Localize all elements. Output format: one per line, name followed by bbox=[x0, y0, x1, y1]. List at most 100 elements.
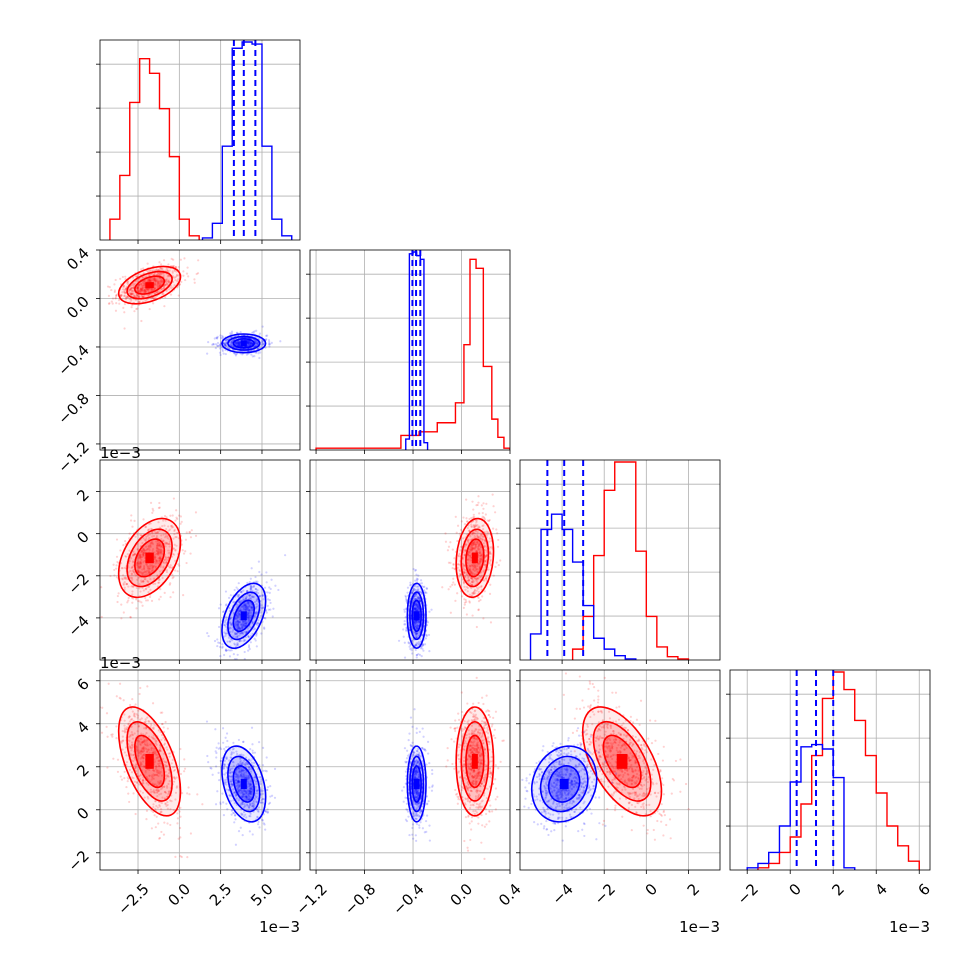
sample-point bbox=[216, 344, 220, 348]
sample-point bbox=[248, 343, 251, 347]
sample-point bbox=[247, 341, 251, 344]
sample-point bbox=[456, 524, 460, 527]
sample-point bbox=[154, 282, 157, 285]
sample-point bbox=[141, 542, 144, 545]
sample-point bbox=[149, 501, 153, 504]
sample-point bbox=[212, 661, 214, 663]
sample-point bbox=[158, 556, 161, 560]
sample-point bbox=[133, 715, 137, 718]
sample-point bbox=[147, 567, 150, 570]
sample-point bbox=[451, 583, 454, 586]
sample-point bbox=[410, 592, 413, 595]
sample-point bbox=[471, 577, 474, 580]
sample-point bbox=[160, 738, 163, 741]
sample-point bbox=[222, 341, 225, 345]
sample-point bbox=[255, 598, 258, 601]
sample-point bbox=[125, 785, 128, 789]
sample-point bbox=[236, 789, 240, 792]
sample-point bbox=[145, 563, 148, 566]
sample-point bbox=[135, 749, 139, 753]
sample-point bbox=[123, 303, 127, 306]
sample-point bbox=[261, 325, 264, 328]
sample-point bbox=[222, 814, 226, 817]
sample-point bbox=[241, 775, 244, 778]
sample-point bbox=[239, 590, 242, 593]
sample-point bbox=[123, 580, 126, 584]
sample-point bbox=[236, 620, 239, 623]
sample-point bbox=[179, 806, 182, 809]
sample-point bbox=[171, 286, 175, 289]
sample-point bbox=[164, 557, 168, 560]
sample-point bbox=[428, 649, 431, 653]
sample-point bbox=[265, 334, 268, 337]
sample-point bbox=[155, 743, 158, 746]
sample-point bbox=[473, 588, 476, 591]
sample-point bbox=[240, 609, 243, 612]
sample-point bbox=[472, 592, 475, 595]
sample-point bbox=[415, 625, 418, 628]
sample-point bbox=[449, 541, 452, 544]
sample-point bbox=[115, 576, 119, 579]
sample-point bbox=[248, 609, 251, 612]
sample-point bbox=[415, 603, 418, 606]
sample-point bbox=[153, 773, 157, 777]
sample-point bbox=[241, 626, 244, 630]
sample-point bbox=[153, 769, 156, 773]
sample-point bbox=[156, 546, 159, 549]
sample-point bbox=[466, 558, 469, 562]
sample-point bbox=[470, 544, 474, 547]
sample-point bbox=[405, 629, 408, 632]
sample-point bbox=[244, 604, 248, 608]
sample-point bbox=[425, 587, 429, 590]
sample-point bbox=[155, 531, 158, 534]
sample-point bbox=[477, 608, 480, 611]
sample-point bbox=[238, 600, 241, 603]
sample-point bbox=[168, 545, 171, 548]
sample-point bbox=[147, 585, 150, 589]
sample-point bbox=[177, 837, 180, 840]
sample-point bbox=[463, 571, 466, 574]
sample-point bbox=[461, 563, 465, 566]
sample-point bbox=[230, 780, 233, 783]
sample-point bbox=[138, 295, 141, 298]
sample-point bbox=[129, 287, 133, 291]
sample-point bbox=[162, 736, 165, 739]
sample-point bbox=[140, 556, 143, 559]
sample-point bbox=[243, 622, 247, 625]
sample-point bbox=[152, 790, 155, 793]
sample-point bbox=[482, 569, 485, 572]
sample-point bbox=[403, 623, 406, 626]
sample-point bbox=[139, 590, 142, 593]
sample-point bbox=[247, 616, 250, 620]
sample-point bbox=[143, 294, 146, 297]
axes-frame bbox=[519, 459, 721, 661]
sample-point bbox=[134, 722, 137, 726]
grid-lines bbox=[100, 460, 300, 660]
sample-point bbox=[262, 746, 265, 749]
sample-point bbox=[152, 789, 155, 792]
sample-point bbox=[495, 561, 498, 564]
sample-point bbox=[156, 540, 160, 543]
sample-point bbox=[168, 566, 171, 569]
sample-point bbox=[257, 820, 260, 824]
sample-point bbox=[219, 654, 222, 658]
sample-point bbox=[158, 598, 161, 601]
sample-point bbox=[474, 543, 477, 546]
sample-point bbox=[257, 352, 260, 355]
sample-point bbox=[237, 342, 240, 345]
sample-point bbox=[114, 297, 117, 300]
sample-point bbox=[166, 283, 169, 286]
sample-point bbox=[475, 567, 478, 571]
sample-point bbox=[487, 531, 490, 534]
sample-point bbox=[137, 725, 140, 728]
sample-point bbox=[238, 343, 241, 346]
sample-point bbox=[238, 640, 241, 643]
sample-point bbox=[155, 549, 158, 553]
sample-point bbox=[164, 770, 167, 773]
sample-point bbox=[235, 341, 238, 344]
sample-point bbox=[483, 579, 486, 582]
sample-point bbox=[240, 627, 243, 630]
sample-point bbox=[412, 567, 415, 571]
sample-point bbox=[239, 632, 242, 635]
